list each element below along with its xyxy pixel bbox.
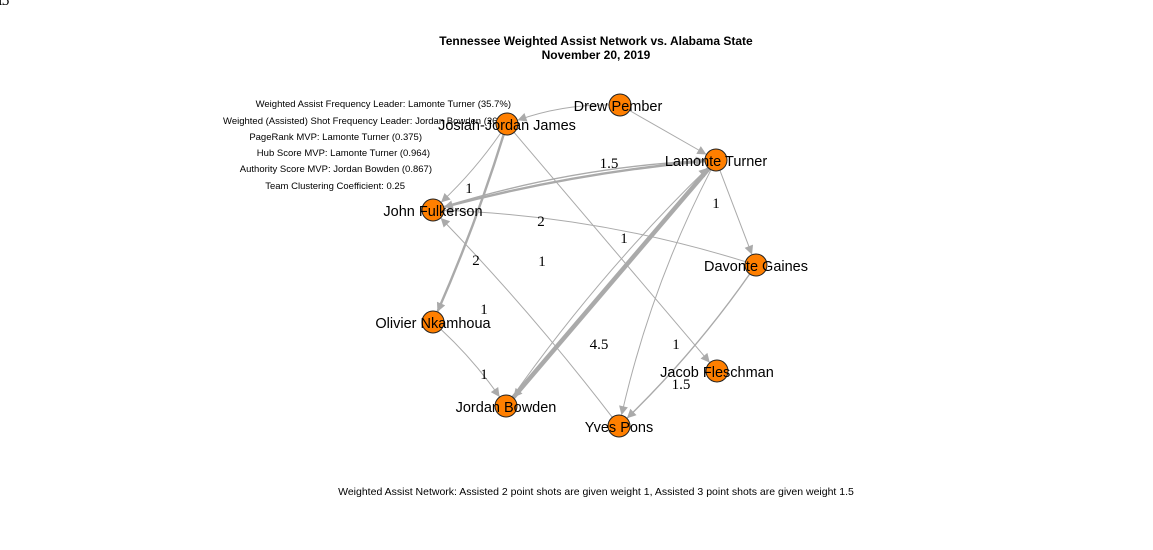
node-label-drew: Drew Pember	[574, 99, 663, 115]
stat-shot-leader: Weighted (Assisted) Shot Frequency Leade…	[223, 116, 517, 127]
edge-label-josiah-to-john: 1	[465, 181, 473, 197]
edge-josiah-to-olivier	[436, 133, 505, 313]
edge-lamonte-to-yves	[619, 169, 712, 416]
edge-drew-to-josiah	[517, 104, 610, 122]
edge-drew-to-lamonte	[629, 110, 707, 155]
node-josiah	[495, 112, 519, 136]
node-label-olivier: Olivier Nkamhoua	[375, 316, 491, 332]
edge-label-yves-to-john: 1	[480, 302, 488, 318]
edge-label-josiah-to-olivier: 2	[472, 253, 480, 269]
node-yves	[607, 414, 631, 438]
nodes-layer	[421, 93, 768, 438]
edge-josiah-to-jacob	[513, 131, 710, 363]
edge-yves-to-john	[440, 217, 613, 418]
node-john	[421, 198, 445, 222]
node-label-yves: Yves Pons	[585, 420, 654, 436]
node-davonte	[744, 253, 768, 277]
node-label-josiah: Josiah-Jordan James	[438, 118, 576, 134]
stat-hub-mvp: Hub Score MVP: Lamonte Turner (0.964)	[257, 148, 430, 159]
edge-label-josiah-to-jacob: 1.5	[0, 0, 9, 9]
edge-label-lamonte-to-davonte: 1	[712, 196, 720, 212]
edge-davonte-to-john	[444, 206, 746, 263]
node-olivier	[421, 310, 445, 334]
chart-title: Tennessee Weighted Assist Network vs. Al…	[439, 34, 753, 48]
footnote: Weighted Assist Network: Assisted 2 poin…	[338, 486, 854, 498]
edges-layer	[436, 104, 754, 419]
edge-olivier-to-jordan	[440, 329, 500, 397]
edge-lamonte-to-davonte	[719, 169, 754, 255]
stat-pagerank-mvp: PageRank MVP: Lamonte Turner (0.375)	[249, 132, 422, 143]
stat-clustering: Team Clustering Coefficient: 0.25	[265, 181, 405, 192]
edge-lamonte-to-john	[443, 159, 707, 210]
node-label-davonte: Davonte Gaines	[704, 259, 808, 275]
node-lamonte	[704, 148, 728, 172]
edge-label-lamonte-to-jordan: 4.5	[590, 337, 609, 353]
edge-label-davonte-to-john: 1	[538, 254, 546, 270]
edge-label-jordan-to-lamonte: 1	[620, 231, 628, 247]
edge-label-lamonte-to-john: 2	[537, 214, 545, 230]
node-label-jordan: Jordan Bowden	[456, 400, 557, 416]
edge-lamonte-to-jordan	[511, 166, 712, 400]
node-jordan	[494, 394, 518, 418]
edge-label-davonte-to-yves: 1.5	[672, 377, 691, 393]
edge-label-olivier-to-jordan: 1	[480, 367, 488, 383]
node-labels-layer: Drew Pember Josiah-Jordan James Lamonte Tu…	[375, 99, 808, 436]
node-drew	[608, 93, 632, 117]
stats-block: Weighted Assist Frequency Leader: Lamont…	[223, 99, 517, 192]
node-label-john: John Fulkerson	[383, 204, 482, 220]
edge-label-john-to-lamonte: 1.5	[600, 156, 619, 172]
edge-john-to-lamonte	[442, 156, 705, 208]
edge-label-lamonte-to-yves: 1	[672, 337, 680, 353]
stat-authority-mvp: Authority Score MVP: Jordan Bowden (0.86…	[240, 164, 432, 175]
stat-assist-leader: Weighted Assist Frequency Leader: Lamont…	[256, 99, 511, 110]
chart-subtitle: November 20, 2019	[542, 48, 651, 62]
node-jacob	[705, 359, 729, 383]
edge-jordan-to-lamonte	[511, 167, 709, 398]
node-label-jacob: Jacob Fleschman	[660, 365, 774, 381]
edge-davonte-to-yves	[626, 273, 751, 419]
edge-josiah-to-john	[441, 132, 502, 203]
edge-label-drew-to-josiah: 1	[0, 0, 4, 9]
node-label-lamonte: Lamonte Turner	[665, 154, 768, 170]
